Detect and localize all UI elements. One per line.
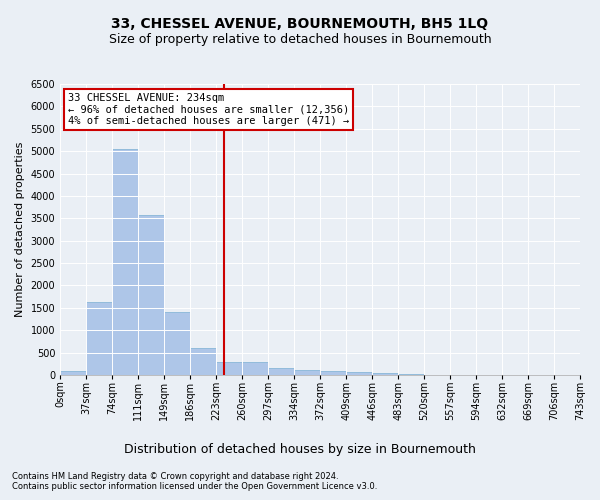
Bar <box>372 373 398 375</box>
Bar <box>294 370 320 375</box>
Bar <box>242 362 268 375</box>
Bar <box>164 312 190 375</box>
Bar <box>60 372 86 375</box>
Text: Size of property relative to detached houses in Bournemouth: Size of property relative to detached ho… <box>109 32 491 46</box>
Y-axis label: Number of detached properties: Number of detached properties <box>15 142 25 317</box>
Bar <box>216 362 242 375</box>
Text: Distribution of detached houses by size in Bournemouth: Distribution of detached houses by size … <box>124 442 476 456</box>
Bar <box>112 149 138 375</box>
Bar <box>86 302 112 375</box>
Bar <box>320 372 346 375</box>
Bar <box>268 368 294 375</box>
Text: Contains HM Land Registry data © Crown copyright and database right 2024.: Contains HM Land Registry data © Crown c… <box>12 472 338 481</box>
Bar <box>346 372 372 375</box>
Text: Contains public sector information licensed under the Open Government Licence v3: Contains public sector information licen… <box>12 482 377 491</box>
Text: 33 CHESSEL AVENUE: 234sqm
← 96% of detached houses are smaller (12,356)
4% of se: 33 CHESSEL AVENUE: 234sqm ← 96% of detac… <box>68 92 349 126</box>
Bar <box>398 374 424 375</box>
Text: 33, CHESSEL AVENUE, BOURNEMOUTH, BH5 1LQ: 33, CHESSEL AVENUE, BOURNEMOUTH, BH5 1LQ <box>112 18 488 32</box>
Bar <box>138 214 164 375</box>
Bar <box>190 348 216 375</box>
